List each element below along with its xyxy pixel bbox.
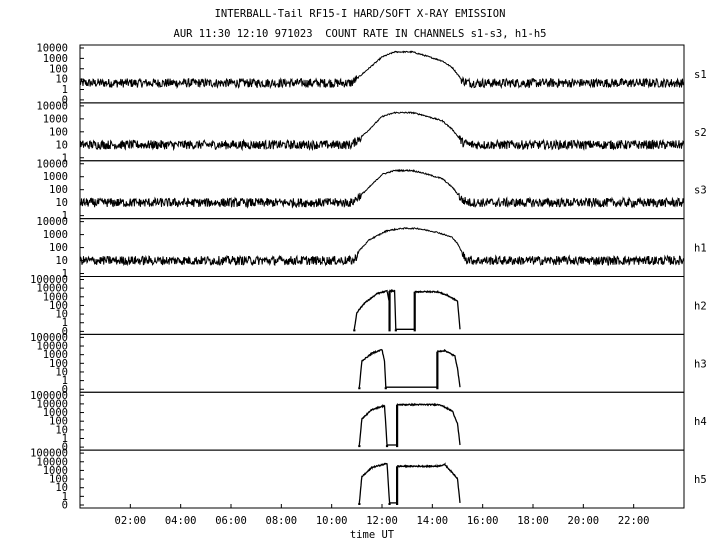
series-line-h2 (353, 289, 391, 330)
y-tick-label-h4: 10000 (36, 398, 68, 410)
y-tick-label-h4: 1 (62, 433, 68, 445)
y-tick-label-h2: 10 (55, 309, 68, 321)
series-line-h1 (79, 227, 685, 267)
x-tick-label: 16:00 (467, 515, 499, 527)
y-tick-label-h1: 1000 (43, 229, 68, 241)
series-line-h2 (388, 288, 397, 330)
panel-label-h5: h5 (694, 474, 707, 486)
y-tick-label-h5: 10 (55, 482, 68, 494)
chart-subtitle: AUR 11:30 12:10 971023 COUNT RATE IN CHA… (173, 28, 547, 40)
y-tick-label-h4: 0 (62, 442, 68, 454)
series-line-h3 (436, 349, 461, 388)
series-line-s1 (79, 50, 685, 90)
y-tick-label-h1: 10000 (36, 216, 68, 228)
y-tick-label-h5: 1000 (43, 465, 68, 477)
panel-label-h1: h1 (694, 243, 707, 255)
panel-label-s3: s3 (694, 185, 707, 197)
panel-label-h2: h2 (694, 300, 707, 312)
y-tick-label-h2: 1000 (43, 291, 68, 303)
y-tick-label-h1: 10 (55, 255, 68, 267)
panel-frame-h5 (79, 449, 685, 509)
y-tick-label-s2: 100 (49, 126, 68, 138)
y-tick-label-s2: 1000 (43, 113, 68, 125)
y-tick-label-s3: 1000 (43, 171, 68, 183)
y-tick-label-h3: 100000 (30, 332, 68, 344)
y-tick-label-s2: 10 (55, 139, 68, 151)
y-tick-label-s1: 0 (62, 94, 68, 106)
y-tick-label-h3: 0 (62, 384, 68, 396)
panel-frame-s3 (79, 160, 685, 220)
x-tick-label: 10:00 (316, 515, 348, 527)
y-tick-label-h2: 1 (62, 317, 68, 329)
panel-frame-s2 (79, 102, 685, 162)
y-tick-label-h2: 100000 (30, 274, 68, 286)
x-tick-label: 02:00 (115, 515, 147, 527)
y-tick-label-h5: 100000 (30, 448, 68, 460)
y-tick-label-h3: 1000 (43, 349, 68, 361)
series-line-h5 (358, 462, 391, 503)
y-tick-label-h5: 10000 (36, 456, 68, 468)
y-tick-label-h5: 100 (49, 474, 68, 486)
y-tick-label-h4: 10 (55, 424, 68, 436)
x-tick-label: 12:00 (366, 515, 398, 527)
panel-frame-h4 (79, 391, 685, 451)
y-tick-label-h2: 100 (49, 300, 68, 312)
series-line-h4 (358, 403, 388, 446)
y-tick-label-h5: 1 (62, 491, 68, 503)
y-tick-label-s2: 10000 (36, 100, 68, 112)
chart-title: INTERBALL-Tail RF15-I HARD/SOFT X-RAY EM… (214, 8, 506, 20)
panel-label-h3: h3 (694, 358, 707, 370)
y-tick-label-h1: 100 (49, 242, 68, 254)
y-tick-label-h2: 10000 (36, 283, 68, 295)
y-tick-label-h1: 1 (62, 268, 68, 280)
y-tick-label-s1: 10 (55, 74, 68, 86)
y-tick-label-s3: 100 (49, 184, 68, 196)
y-tick-label-h5: 0 (62, 500, 68, 512)
series-line-h3 (358, 348, 387, 388)
panel-frame-h1 (79, 218, 685, 277)
x-tick-label: 04:00 (165, 515, 197, 527)
panel-frame-h2 (79, 276, 685, 335)
y-tick-label-h3: 10 (55, 366, 68, 378)
series-line-h2 (414, 290, 461, 330)
y-tick-label-h4: 1000 (43, 407, 68, 419)
series-line-h5 (396, 462, 461, 503)
x-tick-label: 22:00 (618, 515, 650, 527)
x-tick-label: 14:00 (417, 515, 449, 527)
y-tick-label-h3: 1 (62, 375, 68, 387)
y-tick-label-h3: 10000 (36, 341, 68, 353)
x-axis-label: time UT (350, 529, 395, 541)
panel-frame-s1 (79, 44, 685, 104)
series-line-h4 (396, 402, 461, 446)
y-tick-label-s1: 100 (49, 63, 68, 75)
panel-label-s2: s2 (694, 127, 707, 139)
panel-frame-h3 (79, 333, 685, 393)
x-tick-label: 08:00 (266, 515, 298, 527)
panel-label-s1: s1 (694, 69, 707, 81)
y-tick-label-s1: 1000 (43, 53, 68, 65)
y-tick-label-s1: 1 (62, 84, 68, 96)
series-line-s2 (79, 111, 685, 152)
y-tick-label-s3: 10000 (36, 158, 68, 170)
y-tick-label-s2: 1 (62, 152, 68, 164)
y-tick-label-h4: 100 (49, 416, 68, 428)
y-tick-label-s3: 1 (62, 210, 68, 222)
x-tick-label: 20:00 (568, 515, 600, 527)
y-tick-label-h4: 100000 (30, 390, 68, 402)
series-line-s3 (79, 168, 685, 209)
y-tick-label-h2: 0 (62, 326, 68, 338)
y-tick-label-s3: 10 (55, 197, 68, 209)
x-tick-label: 06:00 (215, 515, 247, 527)
x-tick-label: 18:00 (517, 515, 549, 527)
y-tick-label-h3: 100 (49, 358, 68, 370)
y-tick-label-s1: 10000 (36, 43, 68, 55)
panel-label-h4: h4 (694, 416, 707, 428)
